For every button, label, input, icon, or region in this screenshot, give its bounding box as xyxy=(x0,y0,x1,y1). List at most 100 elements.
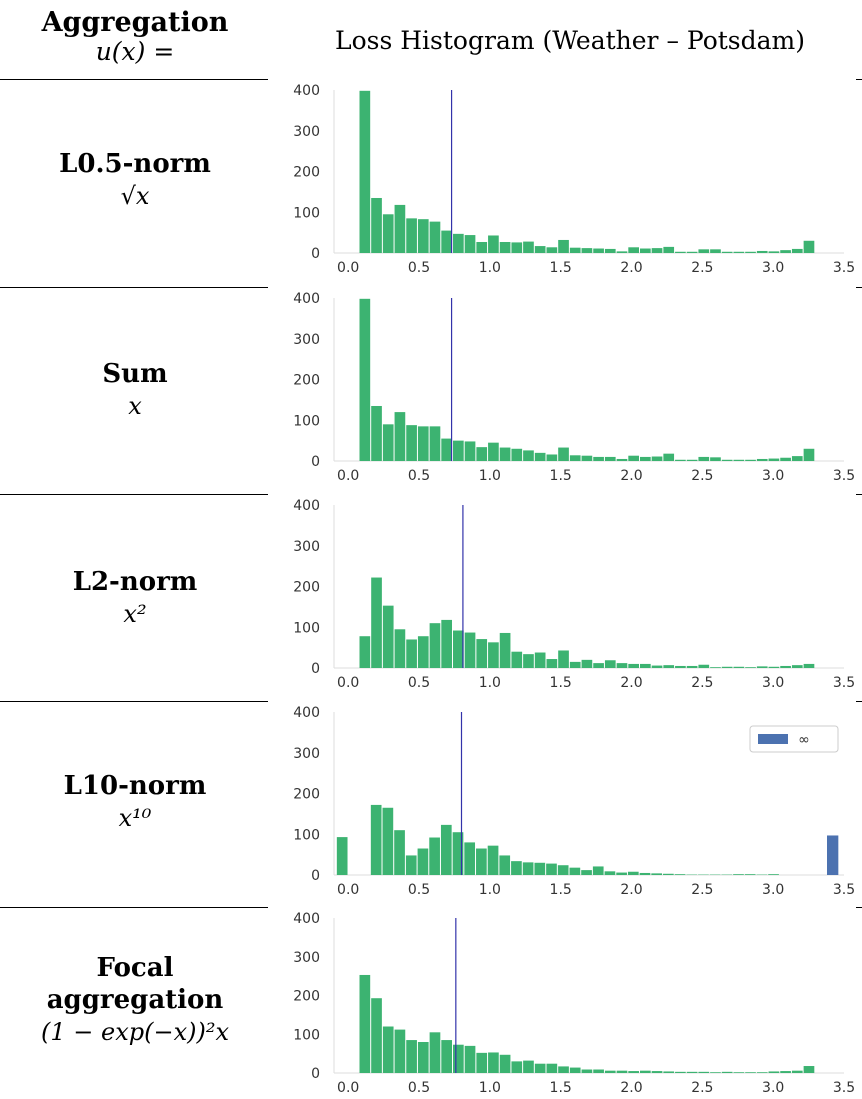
x-tick-label: 2.5 xyxy=(691,468,713,484)
x-tick-label: 3.5 xyxy=(833,675,854,691)
aggregation-formula: x xyxy=(128,392,142,420)
histogram-bar xyxy=(452,832,464,875)
histogram-bar xyxy=(640,248,651,253)
x-tick-label: 3.0 xyxy=(762,1080,784,1096)
y-tick-label: 300 xyxy=(293,124,320,140)
histogram-bar xyxy=(557,865,569,875)
x-tick-label: 0.5 xyxy=(408,675,430,691)
x-tick-label: 0.0 xyxy=(337,675,359,691)
histogram-bar xyxy=(476,447,488,461)
histogram-bar xyxy=(733,459,745,461)
x-tick-label: 2.0 xyxy=(620,675,642,691)
x-tick-label: 3.0 xyxy=(762,882,784,898)
aggregation-name: L10-norm xyxy=(63,771,207,801)
x-tick-label: 1.0 xyxy=(479,260,501,276)
y-tick-label: 300 xyxy=(293,950,320,966)
histogram-bar xyxy=(534,862,546,875)
histogram-bar xyxy=(406,218,417,253)
histogram-bar xyxy=(604,871,616,875)
x-tick-label: 2.0 xyxy=(620,1080,642,1096)
row-label-l10: L10-norm x¹⁰ xyxy=(0,770,270,834)
y-tick-label: 0 xyxy=(311,1066,320,1082)
histogram-bar xyxy=(394,204,406,253)
row-label-l2: L2-norm x² xyxy=(0,566,270,630)
y-tick-label: 200 xyxy=(293,373,320,389)
histogram-bar xyxy=(628,455,639,461)
x-tick-label: 3.0 xyxy=(762,468,784,484)
x-tick-label: 1.0 xyxy=(479,468,501,484)
y-tick-label: 200 xyxy=(293,989,320,1005)
histogram-bar xyxy=(675,665,686,668)
legend-label: ∞ xyxy=(798,732,810,748)
histogram-bar xyxy=(651,873,663,875)
histogram-bar xyxy=(453,630,464,668)
histogram-bar xyxy=(523,1060,534,1073)
histogram-bar xyxy=(558,650,569,668)
histogram-bar xyxy=(686,459,698,461)
y-tick-label: 100 xyxy=(293,827,320,843)
histogram-bar xyxy=(464,842,476,875)
y-tick-label: 0 xyxy=(311,868,320,884)
histogram-bar xyxy=(569,867,581,875)
x-tick-label: 1.0 xyxy=(479,1080,501,1096)
aggregation-heading: Aggregation xyxy=(41,7,229,38)
histogram-bar xyxy=(780,1071,791,1073)
histogram-bar xyxy=(371,197,382,253)
y-tick-label: 400 xyxy=(293,499,320,514)
histogram-bar xyxy=(453,1044,464,1073)
histogram-bar xyxy=(429,623,441,668)
row-label-focal: Focal aggregation (1 − exp(−x))²x xyxy=(0,952,270,1048)
histogram-bar xyxy=(569,661,581,668)
histogram-bar xyxy=(640,1070,651,1073)
histogram-bar xyxy=(429,1032,441,1073)
histogram-bar xyxy=(499,447,511,461)
histogram-bar xyxy=(663,453,675,461)
histogram-bar xyxy=(791,1070,803,1073)
x-tick-label: 2.0 xyxy=(620,260,642,276)
legend-swatch xyxy=(758,734,788,744)
y-tick-label: 200 xyxy=(293,165,320,181)
histogram-bar xyxy=(370,804,382,875)
x-tick-label: 0.5 xyxy=(408,260,430,276)
x-tick-label: 2.5 xyxy=(691,260,713,276)
histogram-bar xyxy=(581,870,592,875)
histogram-heading: Loss Histogram (Weather – Potsdam) xyxy=(335,26,805,55)
histogram-bar xyxy=(546,863,557,875)
x-tick-label: 3.5 xyxy=(833,1080,854,1096)
histogram-bar xyxy=(651,248,663,253)
histogram-bar xyxy=(488,1052,499,1073)
histogram-bar xyxy=(558,239,569,253)
x-tick-label: 2.5 xyxy=(691,882,713,898)
histogram-bar xyxy=(359,90,371,253)
row-divider-right xyxy=(856,907,862,908)
histogram-bar xyxy=(522,862,534,875)
histogram-bar xyxy=(780,665,791,668)
histogram-bar xyxy=(464,1045,476,1073)
y-tick-label: 400 xyxy=(293,84,320,99)
x-tick-label: 3.5 xyxy=(833,260,854,276)
y-tick-label: 100 xyxy=(293,620,320,636)
histogram-bar xyxy=(453,233,464,253)
histogram-bar xyxy=(488,642,499,668)
aggregation-name: Sum xyxy=(102,359,168,389)
histogram-bar xyxy=(523,654,534,668)
histogram-bar xyxy=(581,248,593,253)
histogram-bar xyxy=(803,663,815,668)
histogram-bar xyxy=(441,619,452,668)
histogram-bar xyxy=(604,456,616,461)
histogram-bar xyxy=(675,1071,686,1073)
histogram-bar xyxy=(616,1070,628,1073)
histogram-bar xyxy=(464,632,476,668)
x-tick-label: 0.0 xyxy=(337,260,359,276)
row-divider xyxy=(0,494,268,495)
histogram-bar xyxy=(616,251,628,253)
histogram-bar xyxy=(511,861,522,875)
y-tick-label: 400 xyxy=(293,292,320,307)
x-tick-label: 3.0 xyxy=(762,260,784,276)
histogram-bar xyxy=(488,442,499,461)
histogram-bar xyxy=(698,456,710,461)
histogram-bar xyxy=(721,251,733,253)
histogram-bar xyxy=(791,248,803,253)
histogram-bar xyxy=(406,1040,417,1073)
histogram-bar xyxy=(546,247,558,253)
